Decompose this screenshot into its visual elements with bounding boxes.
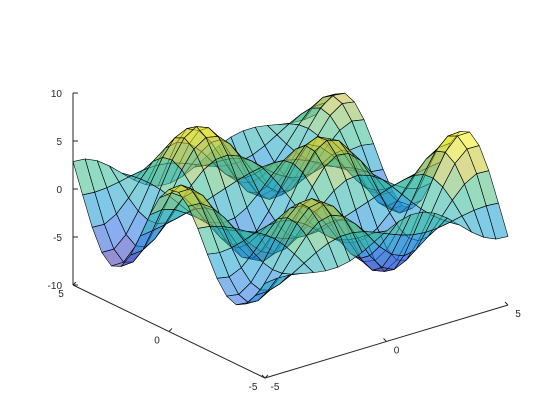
- x-tick-label: 5: [515, 309, 521, 320]
- z-tick-label: 5: [56, 137, 62, 148]
- x-tick: [383, 338, 387, 342]
- y-tick-label: 0: [154, 336, 160, 347]
- x-tick-label: 0: [394, 346, 400, 357]
- y-tick-label: 5: [58, 289, 64, 300]
- surface-patch: [485, 202, 509, 240]
- x-tick: [261, 374, 266, 379]
- tick-labels: -10 -5 0 5 10 -5 0 5 -5 0 5: [48, 89, 522, 393]
- y-tick: [72, 281, 77, 286]
- surface-mesh: [72, 92, 509, 306]
- z-tick-label: 10: [51, 89, 63, 100]
- tick-marks: [72, 92, 509, 379]
- z-tick-label: -10: [48, 281, 63, 292]
- y-tick: [264, 374, 269, 379]
- y-tick: [168, 328, 173, 332]
- z-tick-label: -5: [53, 233, 62, 244]
- x-tick: [504, 301, 509, 306]
- x-tick-label: -5: [271, 382, 280, 393]
- z-tick-label: 0: [56, 185, 62, 196]
- y-tick-label: -5: [249, 382, 258, 393]
